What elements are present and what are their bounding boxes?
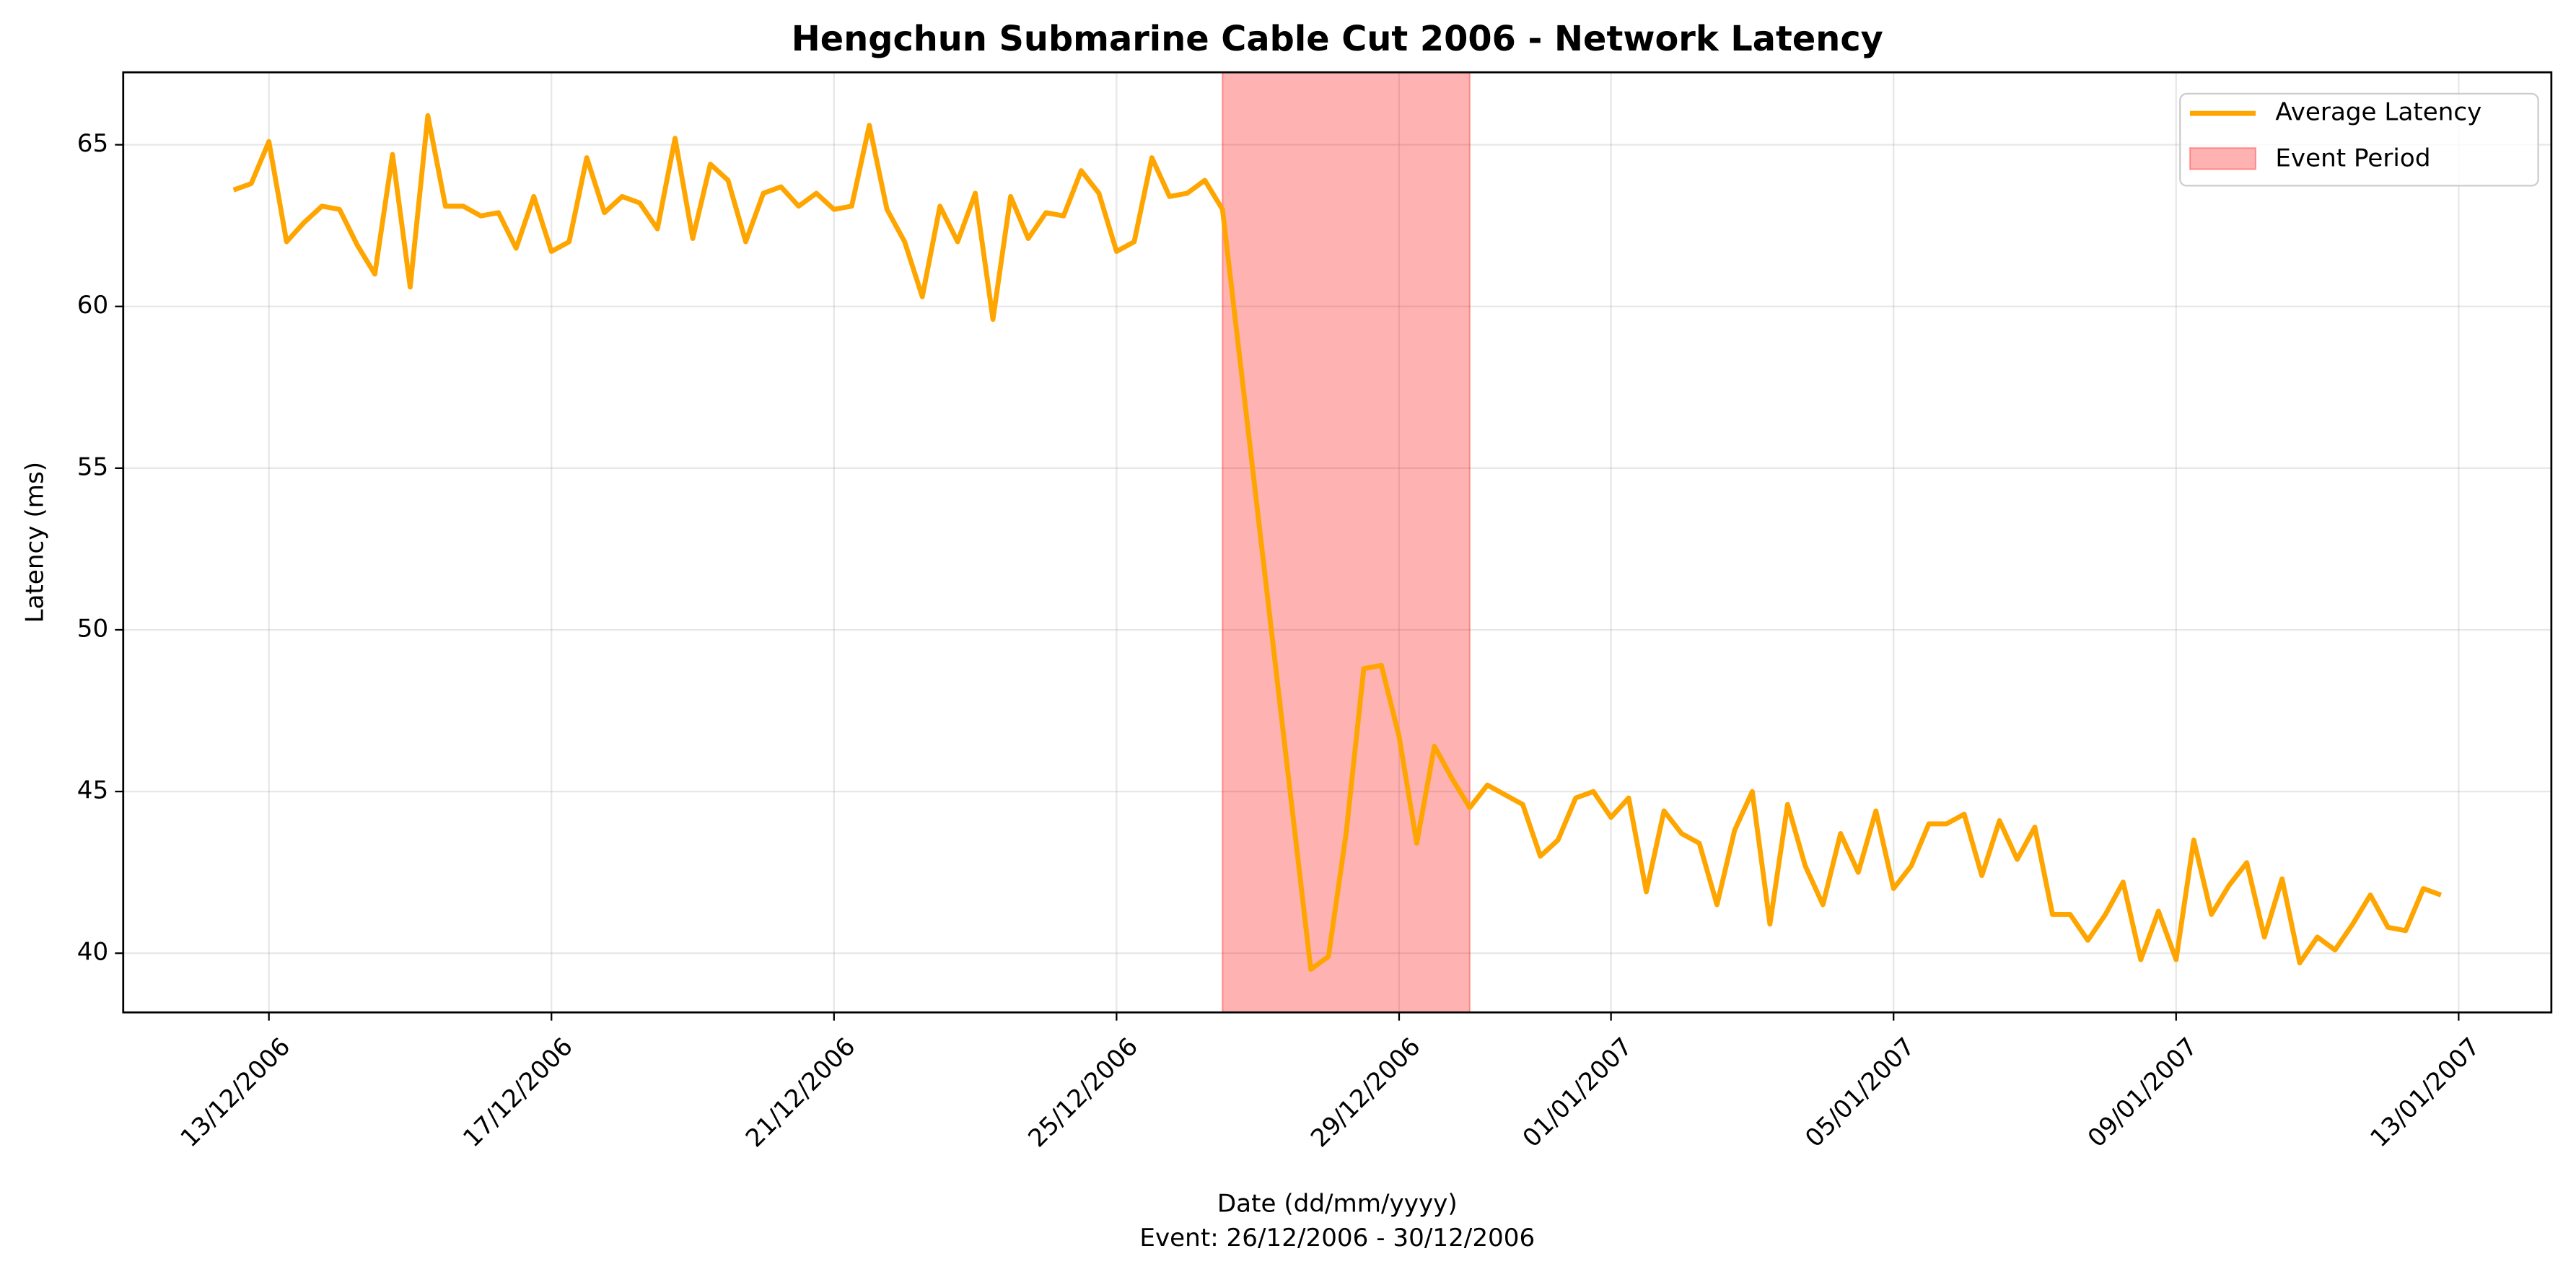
x-axis-label: Date (dd/mm/yyyy) [1217,1189,1458,1218]
line-series [232,113,2443,973]
legend-swatch [2189,146,2257,170]
y-tick-label: 55 [77,452,108,481]
subtitle: Event: 26/12/2006 - 30/12/2006 [1139,1224,1535,1252]
y-tick-label: 50 [77,614,108,643]
y-tick-label: 60 [77,291,108,320]
y-tick-label: 65 [77,129,108,158]
plot-frame [122,71,2553,1014]
legend-label: Event Period [2275,144,2430,172]
legend-label: Average Latency [2275,98,2481,127]
y-axis-label: Latency (ms) [21,462,50,623]
legend-box [2179,92,2539,187]
event-span [1222,71,1471,1014]
y-tick-label: 45 [77,776,108,805]
y-tick-label: 40 [77,938,108,967]
chart-title: Hengchun Submarine Cable Cut 2006 - Netw… [792,19,1883,59]
